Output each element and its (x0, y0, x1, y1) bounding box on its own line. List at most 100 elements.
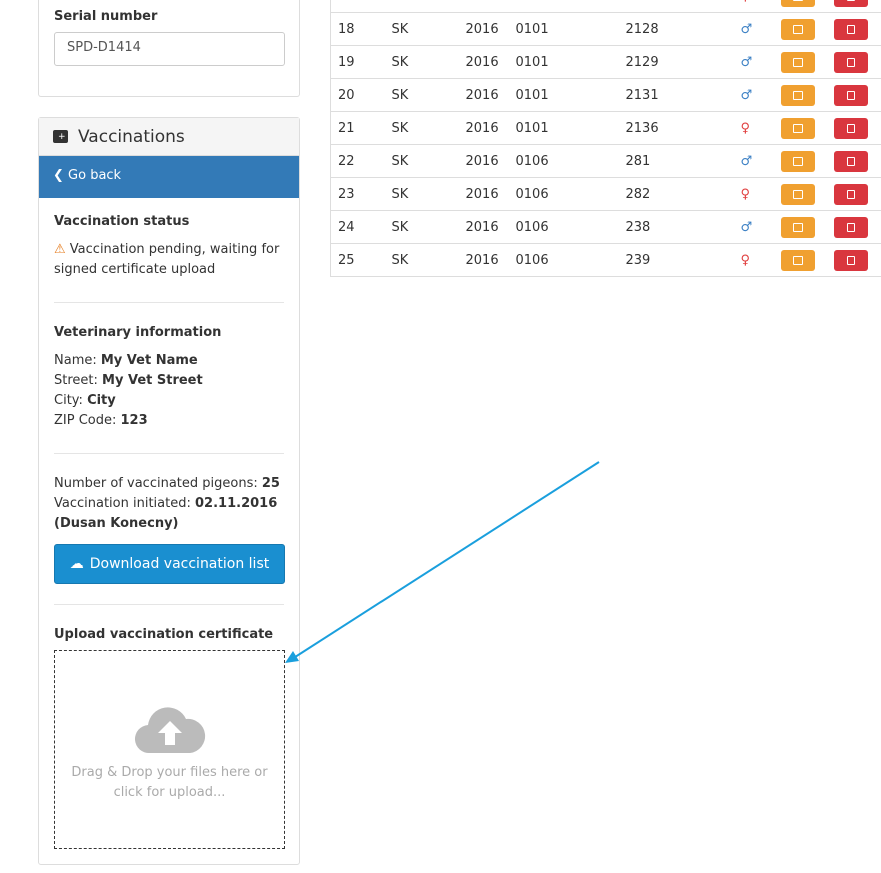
edit-cell (773, 45, 828, 79)
female-icon: ♀ (733, 111, 774, 145)
male-icon: ♂ (733, 12, 774, 46)
cell-n: 23 (330, 177, 385, 211)
trash-icon (847, 57, 856, 67)
cell-y: 2016 (458, 45, 509, 79)
cell-r: 239 (618, 243, 734, 277)
vet-city-label: City: (54, 393, 83, 408)
trash-icon (847, 24, 856, 34)
cell-n: 25 (330, 243, 385, 277)
female-icon: ♀ (733, 243, 774, 277)
download-vaccination-list-button[interactable]: ☁ Download vaccination list (54, 544, 285, 584)
cell-o: 0106 (508, 144, 619, 178)
upload-text: Drag & Drop your files here or click for… (71, 765, 268, 800)
male-icon: ♂ (733, 210, 774, 244)
delete-cell (827, 45, 881, 79)
delete-button[interactable] (834, 117, 869, 139)
cell-y: 2016 (458, 144, 509, 178)
table-row: ♀ (330, 0, 881, 13)
warning-icon: ⚠ (54, 242, 66, 257)
trash-icon (847, 255, 856, 265)
cell-r: 2128 (618, 12, 734, 46)
trash-icon (847, 90, 856, 100)
vet-name: My Vet Name (100, 353, 198, 368)
serial-input[interactable]: SPD-D1414 (54, 32, 285, 66)
divider (54, 302, 284, 303)
cell-r: 2136 (618, 111, 734, 145)
cell-n: 20 (330, 78, 385, 112)
delete-button[interactable] (834, 150, 869, 172)
cell-n: 18 (330, 12, 385, 46)
edit-cell (773, 12, 828, 46)
delete-button[interactable] (834, 18, 869, 40)
cell-o: 0101 (508, 111, 619, 145)
cell-r: 281 (618, 144, 734, 178)
table-row: 24 SK 2016 0106 238 ♂ (330, 210, 881, 244)
status-section: Vaccination status ⚠ Vaccination pending… (54, 212, 284, 280)
delete-button[interactable] (834, 249, 869, 271)
cloud-upload-icon (134, 707, 205, 754)
delete-cell (827, 144, 881, 178)
divider (54, 453, 284, 454)
cell-y: 2016 (458, 243, 509, 277)
cell-o: 0101 (508, 12, 619, 46)
delete-cell (827, 0, 881, 13)
edit-button[interactable] (780, 117, 815, 139)
vet-city: City (87, 393, 116, 408)
delete-button[interactable] (834, 84, 869, 106)
delete-cell (827, 243, 881, 277)
chevron-left-icon: ❮ (53, 168, 69, 183)
cell-r: 2131 (618, 78, 734, 112)
go-back-label: Go back (68, 168, 122, 183)
cell-o: 0106 (508, 210, 619, 244)
divider (54, 604, 284, 605)
delete-button[interactable] (834, 183, 869, 205)
trash-icon (847, 123, 856, 133)
table-row: 25 SK 2016 0106 239 ♀ (330, 243, 881, 277)
edit-button[interactable] (780, 249, 815, 271)
edit-cell (773, 243, 828, 277)
cell-c: SK (384, 12, 459, 46)
vet-zip-label: ZIP Code: (54, 413, 117, 428)
vet-street: My Vet Street (102, 373, 203, 388)
edit-button[interactable] (780, 216, 815, 238)
cell-n (330, 0, 385, 13)
download-label: Download vaccination list (89, 556, 270, 572)
edit-button[interactable] (780, 150, 815, 172)
table-row: 22 SK 2016 0106 281 ♂ (330, 144, 881, 178)
cell-r: 238 (618, 210, 734, 244)
edit-cell (773, 177, 828, 211)
cell-y: 2016 (458, 78, 509, 112)
cell-c: SK (384, 111, 459, 145)
trash-icon (847, 0, 856, 1)
edit-button[interactable] (780, 84, 815, 106)
cell-n: 24 (330, 210, 385, 244)
cell-c: SK (384, 144, 459, 178)
male-icon: ♂ (733, 78, 774, 112)
cell-y: 2016 (458, 111, 509, 145)
edit-button[interactable] (780, 183, 815, 205)
edit-icon (792, 0, 803, 1)
delete-button[interactable] (834, 216, 869, 238)
female-icon: ♀ (733, 177, 774, 211)
cell-c: SK (384, 45, 459, 79)
edit-icon (792, 189, 803, 199)
cell-c: SK (384, 177, 459, 211)
go-back-button[interactable]: ❮ Go back (39, 156, 299, 198)
cell-c: SK (384, 210, 459, 244)
edit-button[interactable] (780, 18, 815, 40)
edit-button[interactable] (780, 0, 815, 7)
cell-r: 282 (618, 177, 734, 211)
upload-dropzone[interactable]: Drag & Drop your files here or click for… (54, 650, 285, 849)
male-icon: ♂ (733, 144, 774, 178)
cell-y: 2016 (458, 177, 509, 211)
status-title: Vaccination status (54, 214, 190, 229)
initiated-by: (Dusan Konecny) (54, 516, 179, 531)
edit-button[interactable] (780, 51, 815, 73)
delete-cell (827, 210, 881, 244)
summary-section: Number of vaccinated pigeons: 25 Vaccina… (54, 474, 284, 534)
delete-button[interactable] (834, 0, 869, 7)
trash-icon (847, 189, 856, 199)
delete-button[interactable] (834, 51, 869, 73)
cell-c: SK (384, 78, 459, 112)
initiated-date: 02.11.2016 (195, 496, 278, 511)
